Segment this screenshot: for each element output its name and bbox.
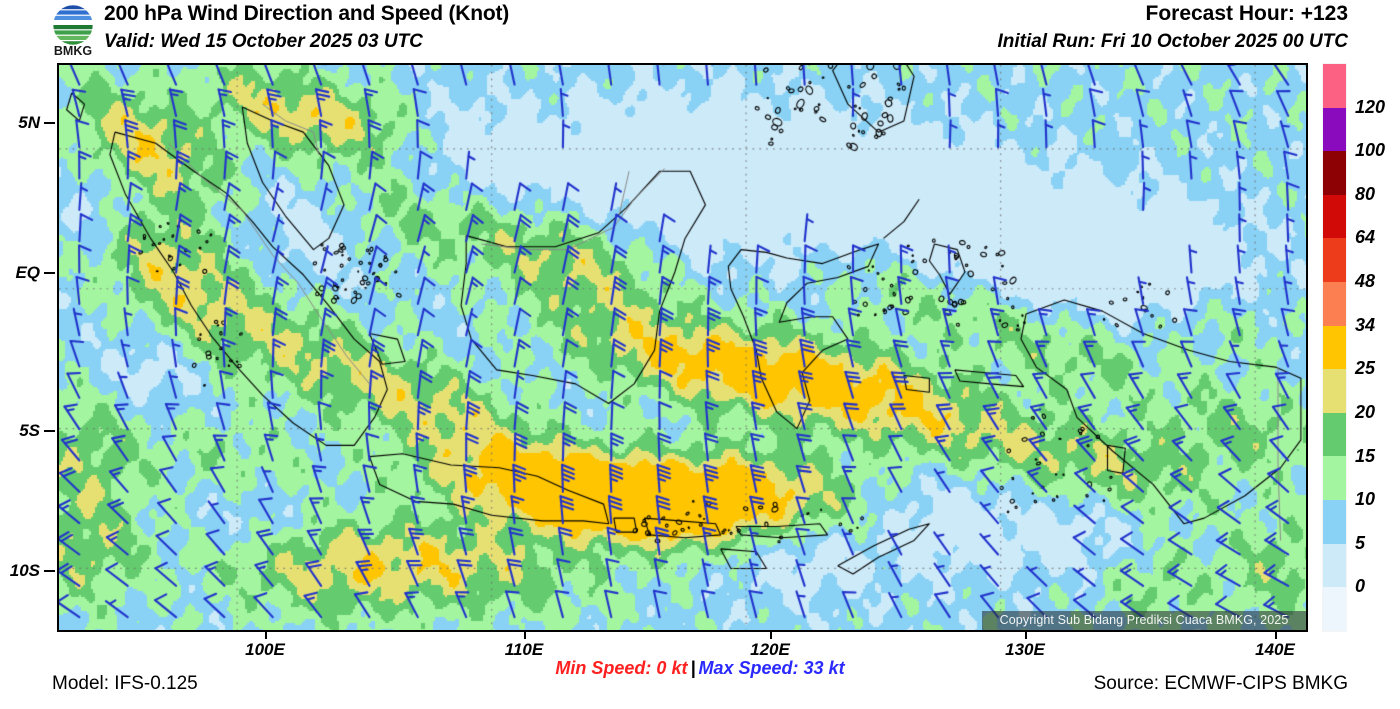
initial-run-label: Initial Run: Fri 10 October 2025 00 UTC xyxy=(997,31,1348,52)
colorbar-tick-120: 120 xyxy=(1355,96,1386,117)
colorbar-band-48 xyxy=(1323,238,1346,283)
copyright-watermark: Copyright Sub Bidang Prediksi Cuaca BMKG… xyxy=(982,611,1306,630)
x-tick-110e xyxy=(524,632,526,639)
x-tick-100e xyxy=(265,632,267,639)
min-speed-label: Min Speed: 0 kt xyxy=(555,658,688,678)
y-tick-10s xyxy=(44,570,55,572)
colorbar-band-5 xyxy=(1323,500,1346,544)
x-axis-label-140e: 140E xyxy=(1255,640,1295,659)
colorbar-band-100 xyxy=(1323,107,1346,152)
x-tick-130e xyxy=(1025,632,1027,639)
y-tick-5s xyxy=(44,430,55,432)
colorbar-band-0 xyxy=(1323,543,1346,588)
x-axis-label-130e: 130E xyxy=(1005,640,1045,659)
speed-separator: | xyxy=(690,658,696,678)
model-label: Model: IFS-0.125 xyxy=(52,673,198,694)
weather-map xyxy=(57,63,1308,632)
x-axis-label-100e: 100E xyxy=(245,640,285,659)
colorbar-tick-64: 64 xyxy=(1355,227,1376,248)
source-label: Source: ECMWF-CIPS BMKG xyxy=(1093,673,1348,694)
wind-field-plot xyxy=(59,65,1306,630)
colorbar-tick-5: 5 xyxy=(1355,532,1366,553)
colorbar-band-64 xyxy=(1323,194,1346,239)
forecast-hour-label: Forecast Hour: +123 xyxy=(1145,2,1349,25)
bmkg-logo: BMKG xyxy=(46,3,100,57)
colorbar-band-10 xyxy=(1323,456,1346,501)
valid-time-label: Valid: Wed 15 October 2025 03 UTC xyxy=(104,31,423,52)
colorbar-band-34 xyxy=(1323,282,1346,326)
colorbar-tick-15: 15 xyxy=(1355,445,1376,466)
x-tick-120e xyxy=(770,632,772,639)
colorbar-band-120 xyxy=(1323,64,1346,108)
colorbar-band-80 xyxy=(1323,151,1346,195)
colorbar-tick-48: 48 xyxy=(1355,271,1376,292)
colorbar-tick-34: 34 xyxy=(1355,314,1376,335)
colorbar-tick-25: 25 xyxy=(1355,358,1376,379)
colorbar-band-20 xyxy=(1323,369,1346,413)
y-axis-label-10s: 10S xyxy=(9,561,40,580)
colorbar-band-lowest xyxy=(1323,587,1346,631)
colorbar-tick-0: 0 xyxy=(1355,576,1366,597)
page-title: 200 hPa Wind Direction and Speed (Knot) xyxy=(104,2,510,25)
speed-summary: Min Speed: 0 kt | Max Speed: 33 kt xyxy=(0,658,1400,679)
x-axis-label-120e: 120E xyxy=(750,640,790,659)
x-axis-label-110e: 110E xyxy=(504,640,544,659)
wind-speed-colorbar xyxy=(1322,63,1347,632)
colorbar-tick-100: 100 xyxy=(1355,140,1386,161)
y-axis-label-5n: 5N xyxy=(18,113,40,132)
colorbar-band-15 xyxy=(1323,412,1346,457)
bmkg-logo-text: BMKG xyxy=(54,44,92,57)
y-axis-label-eq: EQ xyxy=(15,263,40,282)
colorbar-tick-20: 20 xyxy=(1355,401,1376,422)
colorbar-band-25 xyxy=(1323,325,1346,370)
x-tick-140e xyxy=(1275,632,1277,639)
colorbar-tick-80: 80 xyxy=(1355,183,1376,204)
y-tick-eq xyxy=(44,272,55,274)
y-axis-label-5s: 5S xyxy=(19,421,40,440)
max-speed-label: Max Speed: 33 kt xyxy=(698,658,845,678)
colorbar-tick-10: 10 xyxy=(1355,489,1376,510)
y-tick-5n xyxy=(44,122,55,124)
header-bar: BMKG 200 hPa Wind Direction and Speed (K… xyxy=(0,0,1400,60)
